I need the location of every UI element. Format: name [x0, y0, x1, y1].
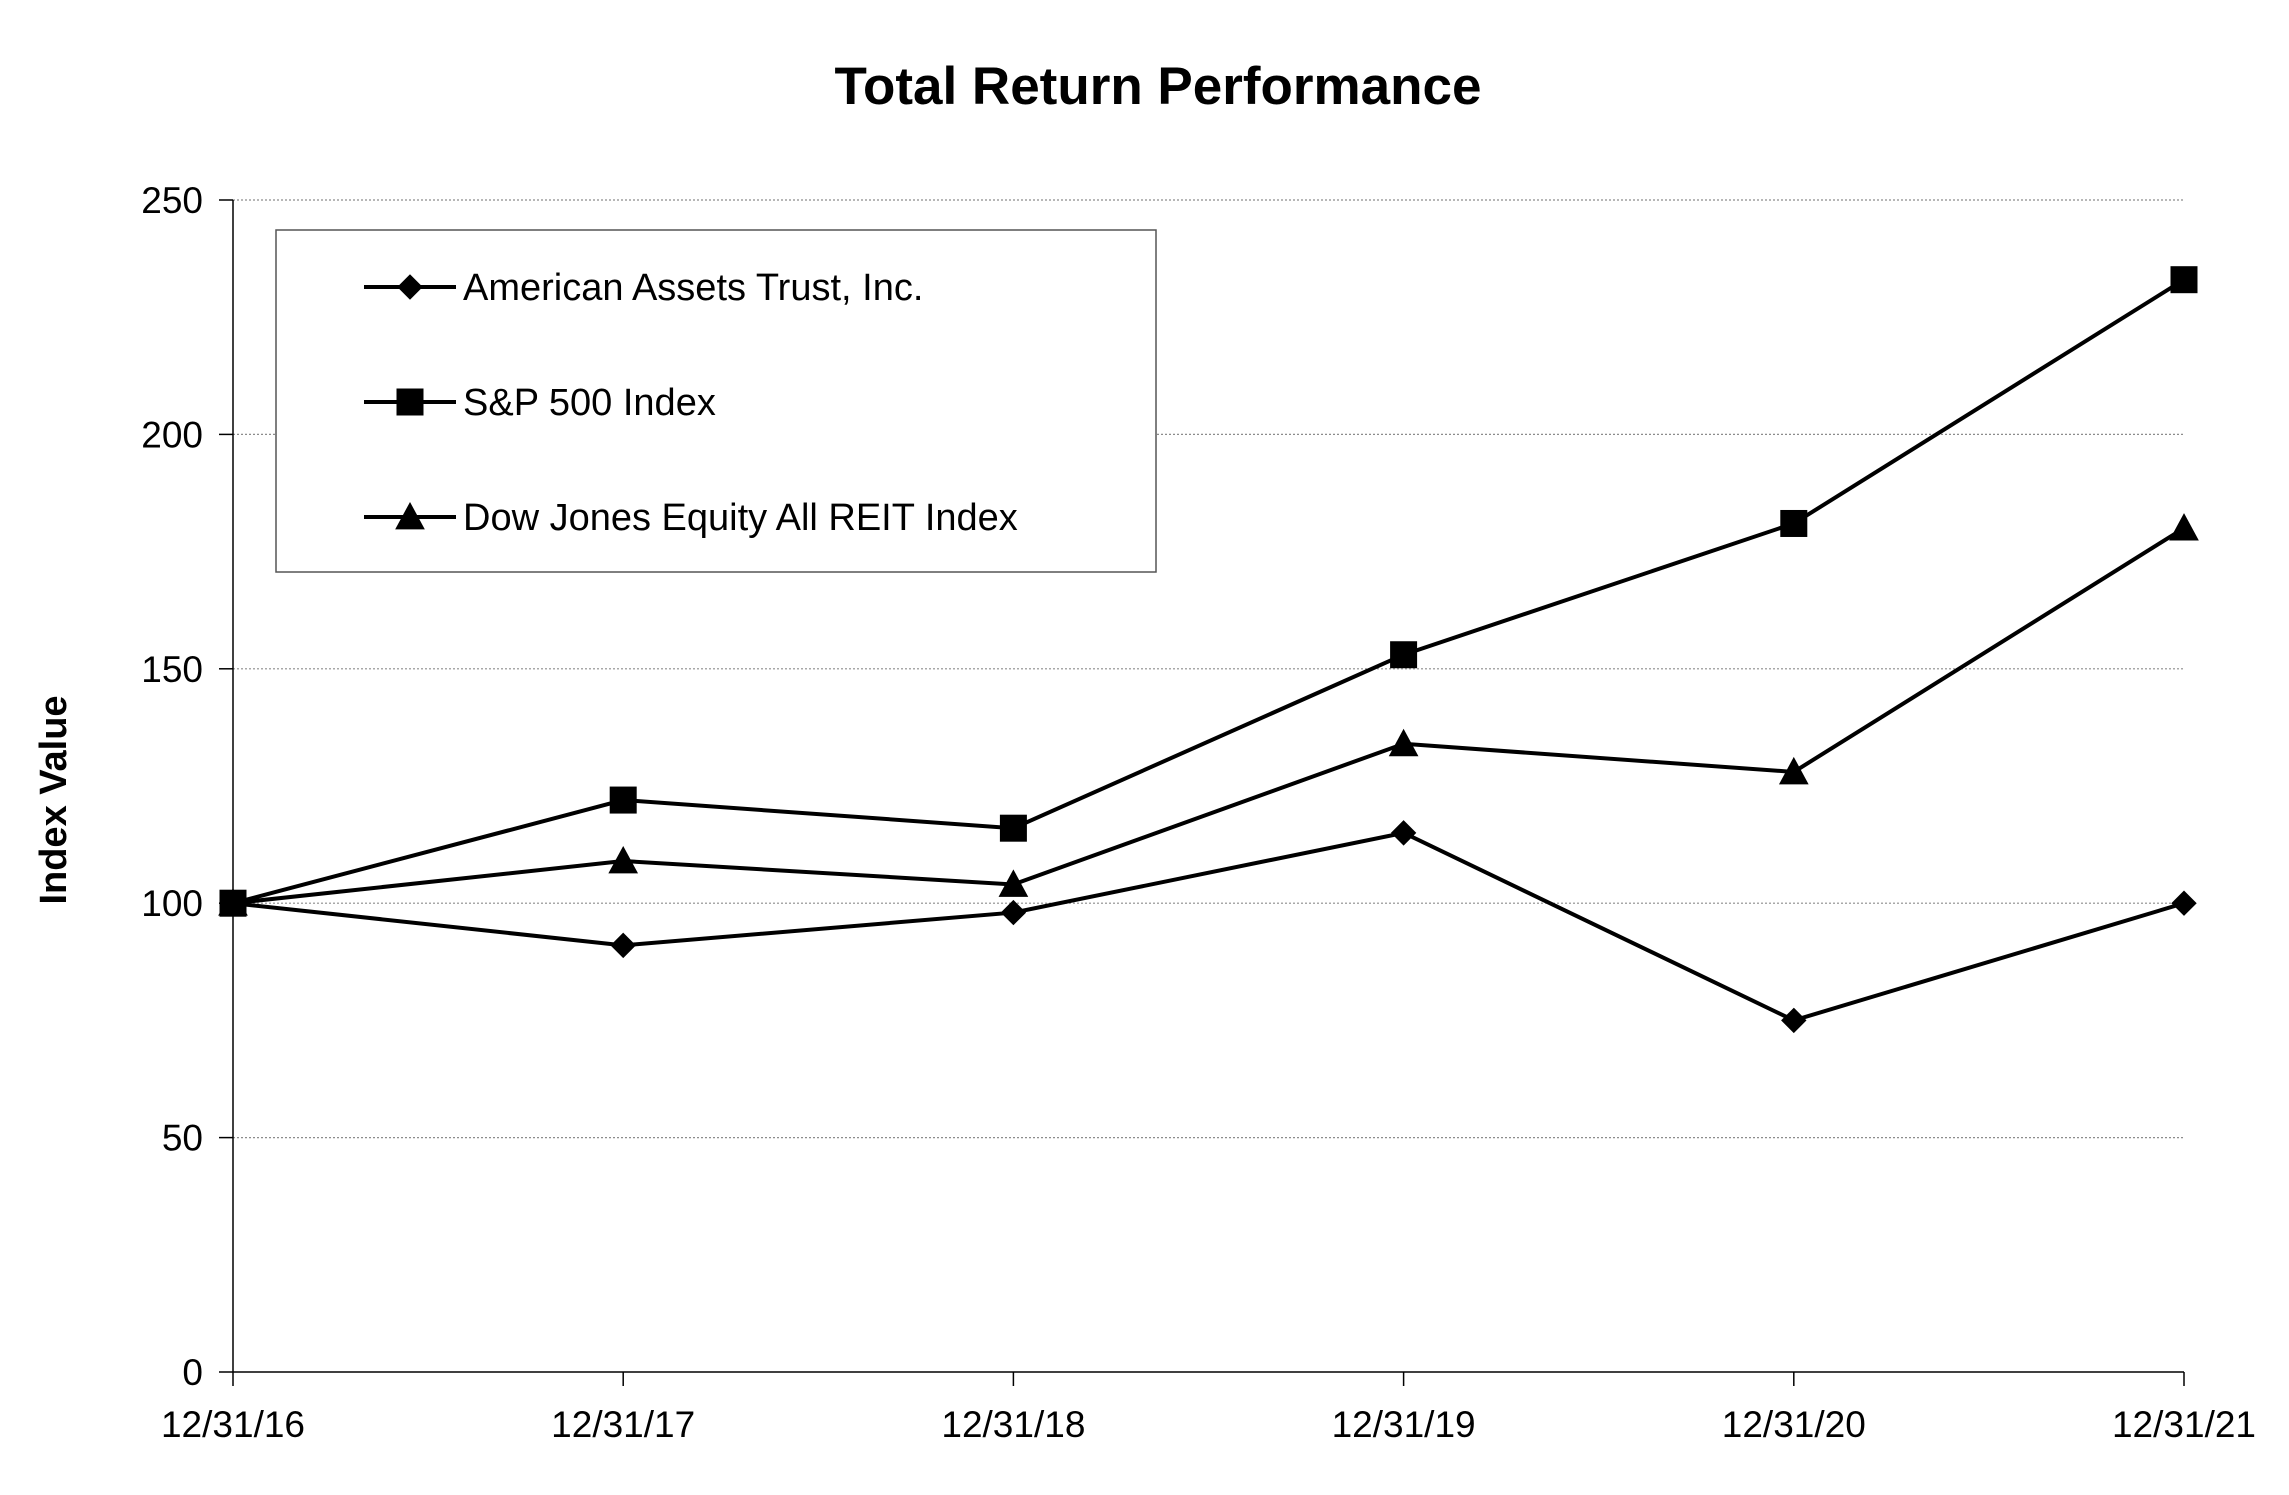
data-point-diamond	[1781, 1007, 1807, 1034]
data-point-square	[1390, 641, 1418, 669]
legend: American Assets Trust, Inc. S&P 500 Index…	[275, 229, 1157, 573]
series-diamond	[220, 820, 2197, 1034]
data-point-triangle	[998, 869, 1029, 897]
legend-label: S&P 500 Index	[463, 382, 716, 424]
data-point-triangle	[1778, 756, 1809, 785]
series-group	[218, 266, 2199, 1034]
y-tick-label: 50	[162, 1118, 203, 1159]
y-tick-label: 100	[141, 883, 203, 924]
data-point-diamond	[610, 932, 636, 959]
legend-marker-diamond	[397, 274, 423, 300]
series-line	[232, 277, 2186, 906]
legend-label: Dow Jones Equity All REIT Index	[463, 497, 1018, 539]
series-line	[232, 830, 2185, 1023]
x-tick-label: 12/31/16	[161, 1404, 305, 1445]
x-tick-label: 12/31/20	[1722, 1404, 1866, 1445]
y-tick-label: 0	[182, 1352, 203, 1393]
legend-entry: American Assets Trust, Inc.	[364, 267, 923, 309]
x-tick-label: 12/31/19	[1332, 1404, 1476, 1445]
data-point-square	[1780, 509, 1808, 537]
y-tick-label: 150	[141, 649, 203, 690]
data-point-square	[609, 786, 637, 814]
legend-marker-square	[396, 388, 424, 416]
y-axis-label: Index Value	[33, 695, 75, 904]
data-point-triangle	[608, 845, 639, 874]
data-point-square	[999, 814, 1027, 842]
axes: 0 50 100 150 200 250 12/31/16 12/31/17 12/31/18 1…	[141, 180, 2256, 1445]
data-point-diamond	[1000, 899, 1027, 926]
data-point-diamond	[1390, 820, 1417, 846]
legend-entry: S&P 500 Index	[364, 382, 716, 424]
x-tick-label: 12/31/17	[551, 1404, 695, 1445]
data-point-triangle	[2169, 513, 2199, 541]
legend-entry: Dow Jones Equity All REIT Index	[364, 497, 1018, 539]
y-tick-label: 200	[141, 414, 203, 455]
x-tick-label: 12/31/18	[941, 1404, 1085, 1445]
legend-label: American Assets Trust, Inc.	[463, 267, 923, 309]
series-square	[219, 266, 2198, 917]
x-tick-label: 12/31/21	[2112, 1404, 2256, 1445]
data-point-square	[2170, 266, 2198, 294]
data-point-diamond	[2171, 890, 2197, 916]
chart-title: Total Return Performance	[835, 57, 1482, 116]
data-point-triangle	[218, 888, 248, 916]
series-line	[232, 526, 2186, 906]
data-point-triangle	[1388, 728, 1419, 757]
legend-marker-triangle	[395, 501, 425, 530]
series-triangle	[218, 513, 2199, 916]
y-tick-label: 250	[141, 180, 203, 221]
